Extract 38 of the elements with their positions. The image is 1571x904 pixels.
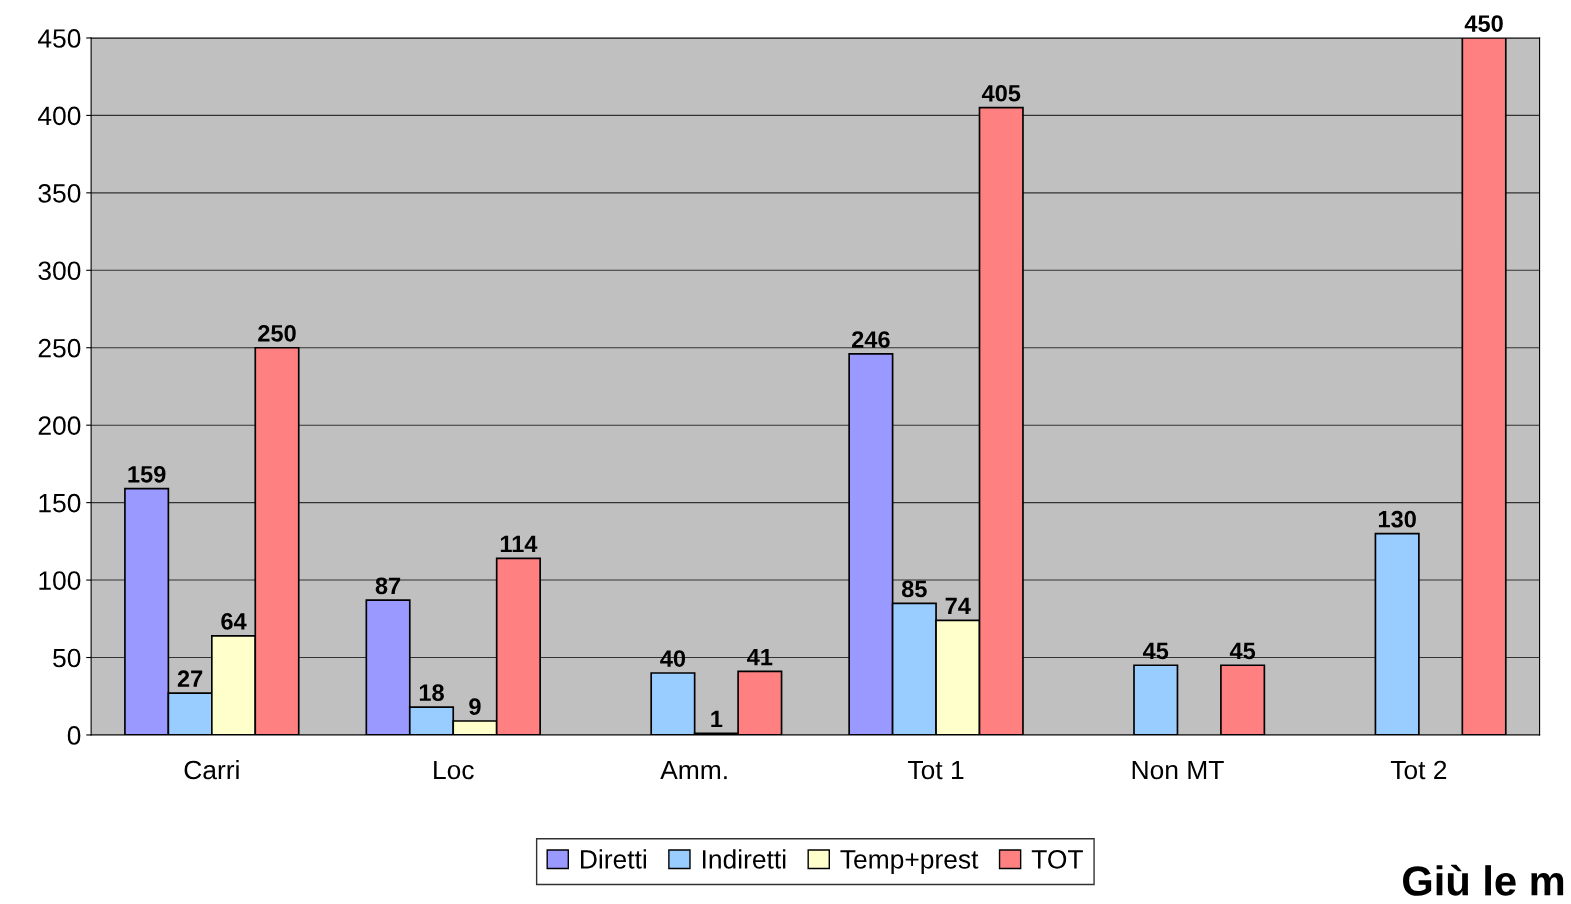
x-tick-label: Non MT bbox=[1132, 760, 1224, 780]
x-tick-label: Tot 2 bbox=[1390, 760, 1447, 780]
text: Giù le m bbox=[1403, 864, 1564, 896]
data-label: 74 bbox=[945, 597, 971, 615]
legend-label: TOT bbox=[1031, 850, 1083, 869]
legend-label: Temp+prest bbox=[840, 850, 979, 874]
data-label: 159 bbox=[128, 465, 166, 483]
data-label: 114 bbox=[500, 535, 538, 553]
data-label: 45 bbox=[1229, 642, 1256, 660]
y-tick-label: 300 bbox=[38, 261, 81, 281]
data-label: 250 bbox=[258, 324, 296, 342]
data-label: 64 bbox=[221, 613, 247, 630]
y-tick-label: 350 bbox=[38, 183, 81, 203]
data-label: 9 bbox=[469, 698, 481, 715]
y-tick-label: 100 bbox=[39, 571, 81, 590]
data-label: 87 bbox=[375, 577, 401, 595]
x-tick-label: Loc bbox=[434, 760, 474, 780]
data-label: 1 bbox=[711, 710, 723, 728]
y-tick-label: 200 bbox=[38, 416, 81, 435]
x-tick-label: Tot 1 bbox=[908, 760, 964, 780]
legend-label: Indiretti bbox=[702, 849, 786, 869]
data-label: 45 bbox=[1142, 642, 1169, 660]
y-tick-label: 400 bbox=[37, 106, 81, 126]
data-label: 246 bbox=[852, 331, 890, 348]
legend-label: Diretti bbox=[581, 849, 646, 869]
y-tick-label: 50 bbox=[53, 648, 81, 668]
x-tick-label: Amm. bbox=[660, 760, 727, 780]
y-tick-label: 0 bbox=[67, 726, 81, 745]
y-tick-label: 250 bbox=[38, 338, 81, 358]
data-label: 27 bbox=[177, 670, 203, 687]
data-label: 405 bbox=[981, 84, 1021, 102]
data-label: 18 bbox=[419, 684, 444, 702]
data-label: 130 bbox=[1378, 510, 1416, 528]
data-label: 85 bbox=[901, 580, 927, 598]
data-label: 450 bbox=[1464, 15, 1503, 32]
y-tick-label: 150 bbox=[39, 493, 81, 513]
x-tick-label: Carri bbox=[184, 759, 239, 780]
y-tick-label: 450 bbox=[37, 29, 81, 48]
